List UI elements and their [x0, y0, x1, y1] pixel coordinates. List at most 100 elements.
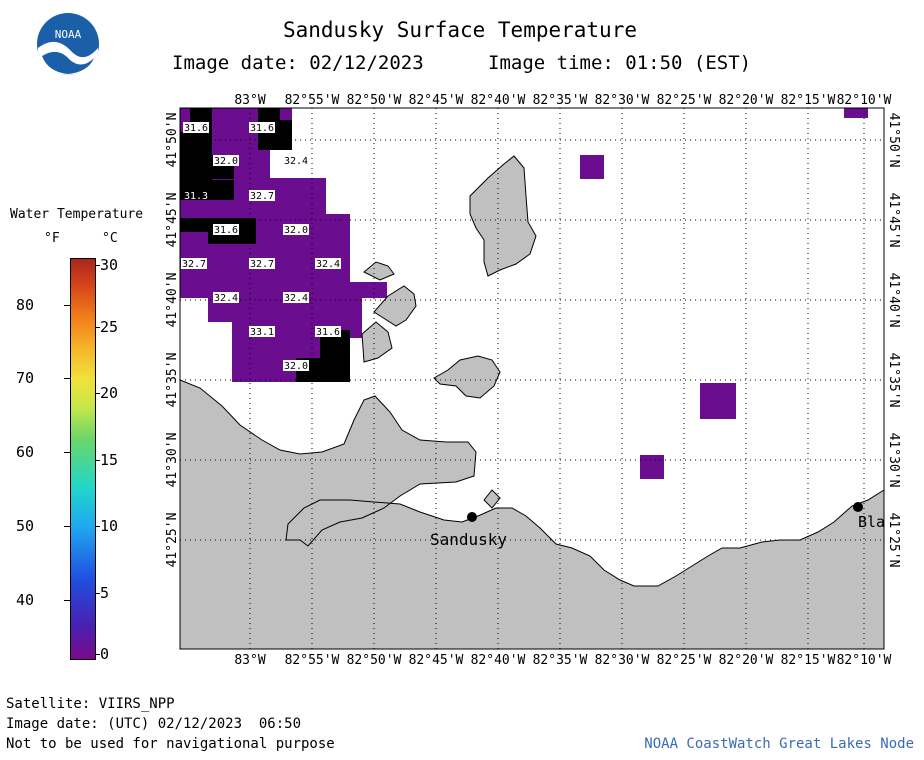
lon-label-top: 82°25'W — [657, 93, 712, 108]
satellite-info: Satellite: VIIRS_NPP — [6, 696, 175, 712]
svg-text:32.4: 32.4 — [284, 156, 308, 167]
svg-text:31.6: 31.6 — [316, 327, 340, 338]
svg-text:32.0: 32.0 — [284, 225, 308, 236]
legend-f-tick: 80 — [15, 296, 34, 314]
svg-text:33.1: 33.1 — [250, 327, 274, 338]
svg-text:32.0: 32.0 — [284, 361, 308, 372]
legend-f-tick: 70 — [15, 369, 34, 387]
island-bass-3 — [361, 321, 393, 363]
lon-label-bottom: 82°20'W — [719, 653, 774, 668]
legend-unit-f: °F — [44, 231, 60, 246]
lon-label-bottom: 82°45'W — [409, 653, 464, 668]
legend-c-tick-mark — [95, 526, 100, 527]
legend-c-tick: 0 — [100, 645, 110, 663]
legend-f-tick-mark — [64, 378, 70, 379]
temp-label: 31.3 — [184, 191, 208, 202]
temp-label: 32.0 — [283, 360, 309, 372]
temp-label: 32.0 — [213, 155, 239, 167]
temp-label: 31.6 — [315, 326, 341, 338]
legend-c-tick: 15 — [100, 451, 119, 469]
lon-label-bottom: 82°10'W — [837, 653, 892, 668]
logo-text: NOAA — [55, 28, 82, 41]
lon-label-top: 82°55'W — [285, 93, 340, 108]
image-time: Image time: 01:50 (EST) — [488, 52, 752, 74]
svg-text:32.4: 32.4 — [284, 293, 308, 304]
lat-label-left: 41°35'N — [165, 353, 180, 408]
legend-f-tick-mark — [64, 600, 70, 601]
lon-label-bottom: 82°50'W — [347, 653, 402, 668]
legend-c-tick: 20 — [100, 384, 119, 402]
temp-label: 32.7 — [249, 258, 275, 270]
svg-text:32.4: 32.4 — [316, 259, 340, 270]
legend-f-tick: 50 — [15, 517, 34, 535]
lon-label-top: 82°20'W — [719, 93, 774, 108]
image-date: Image date: 02/12/2023 — [172, 52, 424, 74]
lon-label-top: 82°40'W — [471, 93, 526, 108]
island-kelleys — [433, 355, 501, 399]
legend-f-tick-mark — [64, 305, 70, 306]
lat-label-left: 41°50'N — [165, 113, 180, 168]
svg-text:31.6: 31.6 — [184, 123, 208, 134]
legend-f-tick: 60 — [15, 443, 34, 461]
legend-c-tick: 10 — [100, 517, 119, 535]
temp-label: 32.0 — [283, 224, 309, 236]
svg-text:32.0: 32.0 — [214, 156, 238, 167]
temp-label: 33.1 — [249, 326, 275, 338]
map: 83°W 83°W 82°55'W 82°55'W 82°50'W 82°50'W 82°4… — [165, 93, 901, 668]
place-label-bla: Bla — [858, 513, 885, 531]
lat-label-right: 41°35'N — [886, 353, 901, 408]
lat-label-left: 41°45'N — [165, 193, 180, 248]
color-bar — [70, 258, 96, 660]
svg-text:32.4: 32.4 — [214, 293, 238, 304]
temp-label: 32.7 — [181, 258, 207, 270]
lat-label-right: 41°40'N — [886, 273, 901, 328]
graticule — [180, 108, 884, 649]
lon-label-bottom: 82°25'W — [657, 653, 712, 668]
legend-c-tick: 25 — [100, 318, 119, 336]
lon-label-bottom: 82°55'W — [285, 653, 340, 668]
lat-label-right: 41°25'N — [886, 513, 901, 568]
legend-c-tick-mark — [95, 593, 100, 594]
temp-label: 31.6 — [213, 224, 239, 236]
legend-c-tick: 30 — [100, 256, 119, 274]
legend-c-tick-mark — [95, 393, 100, 394]
utc-date: Image date: (UTC) 02/12/2023 06:50 — [6, 716, 302, 732]
legend-c-tick-mark — [95, 460, 100, 461]
lon-label-top: 82°50'W — [347, 93, 402, 108]
lat-label-left: 41°25'N — [165, 513, 180, 568]
lon-label-bottom: 82°30'W — [595, 653, 650, 668]
legend-c-tick-mark — [95, 265, 100, 266]
land-south-shore — [179, 379, 885, 650]
lat-label-left: 41°40'N — [165, 273, 180, 328]
lon-label-bottom: 82°15'W — [781, 653, 836, 668]
lat-label-right: 41°45'N — [886, 193, 901, 248]
place-label-sandusky: Sandusky — [430, 530, 507, 549]
island-pelee — [469, 155, 537, 277]
lon-label-bottom: 82°40'W — [471, 653, 526, 668]
credit-link[interactable]: NOAA CoastWatch Great Lakes Node — [644, 736, 914, 752]
temp-label: 32.7 — [249, 190, 275, 202]
disclaimer: Not to be used for navigational purpose — [6, 736, 335, 752]
lat-label-right: 41°30'N — [886, 433, 901, 488]
svg-text:32.7: 32.7 — [250, 259, 274, 270]
lon-label-top: 83°W — [234, 93, 265, 108]
legend-unit-c: °C — [102, 231, 118, 246]
lon-label-top: 82°10'W — [837, 93, 892, 108]
svg-text:31.3: 31.3 — [184, 191, 208, 202]
lon-label-bottom: 83°W — [234, 653, 265, 668]
temp-label: 31.6 — [249, 122, 275, 134]
legend-f-tick: 40 — [15, 591, 34, 609]
temp-label: 31.6 — [183, 122, 209, 134]
temp-label: 32.4 — [315, 258, 341, 270]
temp-label: 32.4 — [283, 292, 309, 304]
temp-labels: 31.6 31.6 32.0 32.4 31.3 32.7 31.6 32.0 32.7 32.7… — [181, 122, 341, 372]
legend-c-tick-mark — [95, 327, 100, 328]
lon-label-top: 82°30'W — [595, 93, 650, 108]
legend-f-tick-mark — [64, 452, 70, 453]
temp-label: 32.4 — [283, 155, 309, 167]
legend-f-tick-mark — [64, 526, 70, 527]
bla-marker — [853, 502, 863, 512]
legend-c-tick-mark — [95, 654, 100, 655]
svg-text:31.6: 31.6 — [214, 225, 238, 236]
svg-text:32.7: 32.7 — [182, 259, 206, 270]
